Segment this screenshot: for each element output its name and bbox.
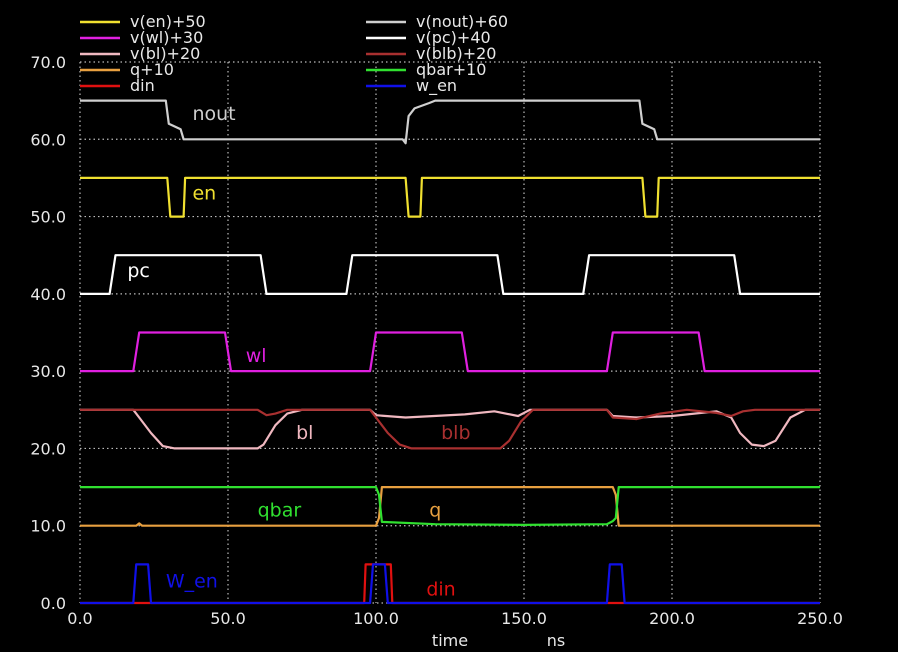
series-line-v-wl-30	[80, 331, 820, 373]
y-tick-label: 20.0	[30, 439, 66, 458]
y-tick-label: 30.0	[30, 362, 66, 381]
legend-label: v(pc)+40	[416, 28, 491, 47]
legend-label: din	[130, 76, 155, 95]
y-tick-label: 40.0	[30, 285, 66, 304]
y-tick-label: 60.0	[30, 130, 66, 149]
y-tick-label: 50.0	[30, 208, 66, 227]
legend: v(en)+50 v(nout)+60 v(wl)+30 v(pc)+40 v(bl)+…	[80, 12, 508, 96]
annotation-wl: wl	[246, 345, 267, 367]
annotation-q: q	[429, 499, 441, 521]
legend-label: v(blb)+20	[416, 44, 496, 63]
annotation-en: en	[192, 183, 216, 205]
annotation-din: din	[426, 578, 455, 600]
annotation-nout: nout	[192, 103, 235, 125]
y-tick-label: 0.0	[41, 594, 66, 613]
x-axis-labels: time ns	[432, 631, 565, 650]
series-line-v-bl-20	[80, 408, 820, 450]
x-tick-label: 100.0	[353, 609, 399, 628]
y-tick-label: 10.0	[30, 517, 66, 536]
legend-label: w_en	[416, 76, 457, 96]
legend-label: q+10	[130, 60, 174, 79]
annotation-qbar: qbar	[258, 499, 302, 521]
legend-label: v(wl)+30	[130, 28, 203, 47]
x-axis-unit: ns	[547, 631, 565, 650]
series-line-w-en	[80, 563, 820, 605]
series-line-v-pc-40	[80, 254, 820, 295]
series-line-v-blb-20	[80, 408, 820, 450]
annotation-blb: blb	[441, 422, 470, 444]
legend-label: v(bl)+20	[130, 44, 200, 63]
annotation-bl: bl	[296, 422, 313, 444]
legend-label: qbar+10	[416, 60, 486, 79]
y-tick-label: 70.0	[30, 53, 66, 72]
axes: 0.0 10.0 20.0 30.0 40.0 50.0 60.0 70.0 0.0 50.0 10…	[30, 53, 843, 628]
x-tick-label: 0.0	[67, 609, 92, 628]
series-line-qbar-10	[80, 486, 820, 526]
annotation-pc: pc	[127, 260, 150, 282]
x-tick-label: 250.0	[797, 609, 843, 628]
x-tick-label: 50.0	[210, 609, 246, 628]
legend-label: v(en)+50	[130, 12, 206, 31]
legend-label: v(nout)+60	[416, 12, 508, 31]
series-layer	[80, 99, 820, 605]
series-line-v-nout-60	[80, 99, 820, 145]
x-tick-label: 200.0	[649, 609, 695, 628]
x-tick-label: 150.0	[501, 609, 547, 628]
x-axis-label: time	[432, 631, 468, 650]
annotation-layer: nout en pc wl bl blb qbar q W_en din	[127, 103, 470, 600]
series-line-v-en-50	[80, 176, 820, 218]
annotation-w-en: W_en	[166, 571, 218, 593]
